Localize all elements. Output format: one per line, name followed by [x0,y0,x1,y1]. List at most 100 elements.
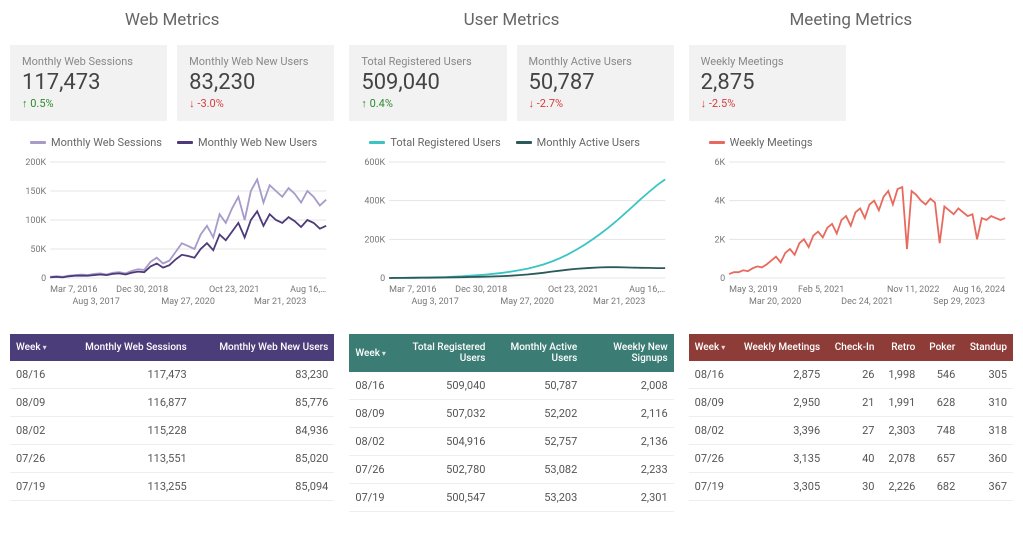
col-sessions[interactable]: Monthly Web Sessions [60,334,193,361]
col-meetings[interactable]: Weekly Meetings [733,334,826,361]
kpi-registered[interactable]: Total Registered Users 509,040 ↑ 0.4% [349,45,506,121]
sort-caret-icon: ▾ [721,343,725,352]
table-row[interactable]: 07/19113,25585,094 [10,473,334,501]
table-cell: 504,916 [392,428,492,456]
legend-swatch-icon [709,141,725,144]
svg-text:Mar 7, 2016: Mar 7, 2016 [389,285,436,295]
col-week[interactable]: Week▾ [689,334,734,361]
col-week[interactable]: Week▾ [10,334,60,361]
table-cell: 2,875 [733,361,826,389]
svg-text:0: 0 [41,274,46,284]
table-cell: 2,136 [583,428,673,456]
kpi-meetings[interactable]: Weekly Meetings 2,875 ↓ -2.5% [689,45,846,121]
col-checkin[interactable]: Check-In [826,334,880,361]
legend-item: Monthly Active Users [516,136,640,149]
table-row[interactable]: 07/26113,55185,020 [10,445,334,473]
svg-text:Aug 16, 2024: Aug 16, 2024 [952,285,1004,295]
col-registered[interactable]: Total Registered Users [392,334,492,372]
table-cell: 52,202 [491,400,583,428]
table-cell: 08/09 [10,389,60,417]
panel-title-web: Web Metrics [10,10,334,30]
table-row[interactable]: 08/16117,47383,230 [10,361,334,389]
panel-user: User Metrics Total Registered Users 509,… [349,10,673,512]
chart-meeting[interactable]: Weekly Meetings 02K4K6KMay 3, 2019Feb 5,… [689,136,1013,314]
table-cell: 1,991 [880,389,921,417]
arrow-up-icon: ↑ [361,97,367,110]
table-row[interactable]: 08/092,950211,991628310 [689,389,1013,417]
table-cell: 2,301 [583,484,673,512]
svg-text:Mar 20, 2020: Mar 20, 2020 [749,297,801,307]
svg-text:Dec 24, 2021: Dec 24, 2021 [841,297,893,307]
table-row[interactable]: 08/16509,04050,7872,008 [349,372,673,400]
kpi-label: Total Registered Users [361,55,494,68]
legend-swatch-icon [177,141,193,144]
svg-text:Aug 16,…: Aug 16,… [630,285,666,295]
table-row[interactable]: 08/162,875261,998546305 [689,361,1013,389]
table-cell: 27 [826,417,880,445]
chart-web[interactable]: Monthly Web Sessions Monthly Web New Use… [10,136,334,314]
kpi-value: 117,473 [22,70,155,95]
kpi-label: Weekly Meetings [701,55,834,68]
col-active[interactable]: Monthly Active Users [491,334,583,372]
kpi-row-user: Total Registered Users 509,040 ↑ 0.4% Mo… [349,45,673,121]
table-row[interactable]: 07/19500,54753,2032,301 [349,484,673,512]
table-cell: 546 [921,361,961,389]
table-row[interactable]: 08/02504,91652,7572,136 [349,428,673,456]
col-signups[interactable]: Weekly New Signups [583,334,673,372]
table-row[interactable]: 07/26502,78053,0822,233 [349,456,673,484]
kpi-delta: ↑ 0.5% [22,97,155,110]
table-cell: 367 [961,473,1013,501]
col-newusers[interactable]: Monthly Web New Users [193,334,335,361]
kpi-web-newusers[interactable]: Monthly Web New Users 83,230 ↓ -3.0% [177,45,334,121]
sort-caret-icon: ▾ [382,349,386,358]
table-head: Week▾ Weekly Meetings Check-In Retro Pok… [689,334,1013,361]
table-cell: 08/02 [689,417,734,445]
kpi-label: Monthly Active Users [529,55,662,68]
col-standup[interactable]: Standup [961,334,1013,361]
svg-text:100K: 100K [25,216,46,226]
table-cell: 3,305 [733,473,826,501]
table-row[interactable]: 07/193,305302,226682367 [689,473,1013,501]
col-retro[interactable]: Retro [880,334,921,361]
chart-user[interactable]: Total Registered Users Monthly Active Us… [349,136,673,314]
table-row[interactable]: 08/09116,87785,776 [10,389,334,417]
svg-text:200K: 200K [365,235,386,245]
table-cell: 360 [961,445,1013,473]
col-week[interactable]: Week▾ [349,334,392,372]
kpi-web-sessions[interactable]: Monthly Web Sessions 117,473 ↑ 0.5% [10,45,167,121]
svg-text:400K: 400K [365,197,386,207]
table-cell: 85,020 [193,445,335,473]
table-body: 08/16509,04050,7872,00808/09507,03252,20… [349,372,673,512]
table-row[interactable]: 08/02115,22884,936 [10,417,334,445]
table-cell: 52,757 [491,428,583,456]
table-cell: 2,008 [583,372,673,400]
table-cell: 502,780 [392,456,492,484]
svg-text:Oct 23, 2021: Oct 23, 2021 [548,285,598,295]
chart-legend: Total Registered Users Monthly Active Us… [349,136,673,149]
table-cell: 83,230 [193,361,335,389]
svg-text:Mar 21, 2023: Mar 21, 2023 [254,297,306,307]
svg-text:50K: 50K [30,245,46,255]
legend-item: Monthly Web New Users [177,136,317,149]
table-cell: 84,936 [193,417,335,445]
svg-text:0: 0 [720,274,725,284]
col-poker[interactable]: Poker [921,334,961,361]
table-row[interactable]: 08/023,396272,303748318 [689,417,1013,445]
svg-text:Mar 21, 2023: Mar 21, 2023 [593,297,645,307]
table-cell: 318 [961,417,1013,445]
svg-text:Feb 5, 2021: Feb 5, 2021 [798,285,844,295]
data-table: Week▾ Total Registered Users Monthly Act… [349,334,673,512]
table-cell: 2,303 [880,417,921,445]
table-row[interactable]: 08/09507,03252,2022,116 [349,400,673,428]
arrow-down-icon: ↓ [189,97,195,110]
table-cell: 08/16 [689,361,734,389]
table-row[interactable]: 07/263,135402,078657360 [689,445,1013,473]
kpi-value: 50,787 [529,70,662,95]
svg-text:Dec 30, 2018: Dec 30, 2018 [116,285,168,295]
table-cell: 1,998 [880,361,921,389]
panel-web: Web Metrics Monthly Web Sessions 117,473… [10,10,334,512]
kpi-active[interactable]: Monthly Active Users 50,787 ↓ -2.7% [517,45,674,121]
table-cell: 2,078 [880,445,921,473]
svg-text:Oct 23, 2021: Oct 23, 2021 [209,285,259,295]
data-table: Week▾ Monthly Web Sessions Monthly Web N… [10,334,334,501]
